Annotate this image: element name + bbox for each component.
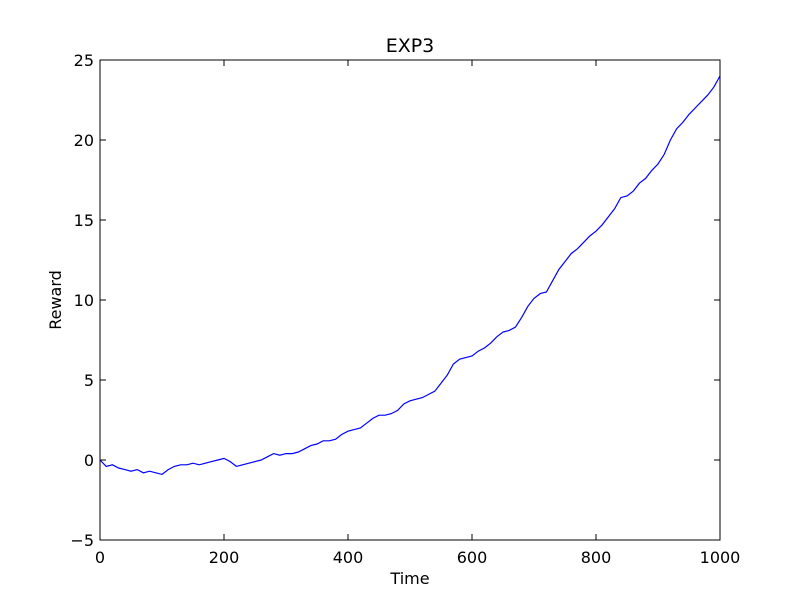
x-tick-label: 600 [457,548,488,567]
y-tick-label: 20 [74,131,94,150]
y-tick-label: 15 [74,211,94,230]
y-tick-label: 25 [74,51,94,70]
chart-title: EXP3 [386,35,435,57]
x-tick-label: 1000 [700,548,741,567]
y-axis-ticks: −5 0 5 10 15 20 25 [70,51,720,550]
plot-area-frame [99,59,721,541]
x-tick-label: 0 [95,548,105,567]
y-axis-label: Reward [46,270,65,330]
y-tick-label: 10 [74,291,94,310]
y-tick-label: −5 [70,531,94,550]
x-tick-label: 200 [209,548,240,567]
x-tick-label: 400 [333,548,364,567]
y-tick-label: 0 [84,451,94,470]
series-line [99,75,721,476]
x-axis-label: Time [389,569,429,588]
x-axis-ticks: 0 200 400 600 800 1000 [95,60,740,567]
y-tick-label: 5 [84,371,94,390]
x-tick-label: 800 [581,548,612,567]
